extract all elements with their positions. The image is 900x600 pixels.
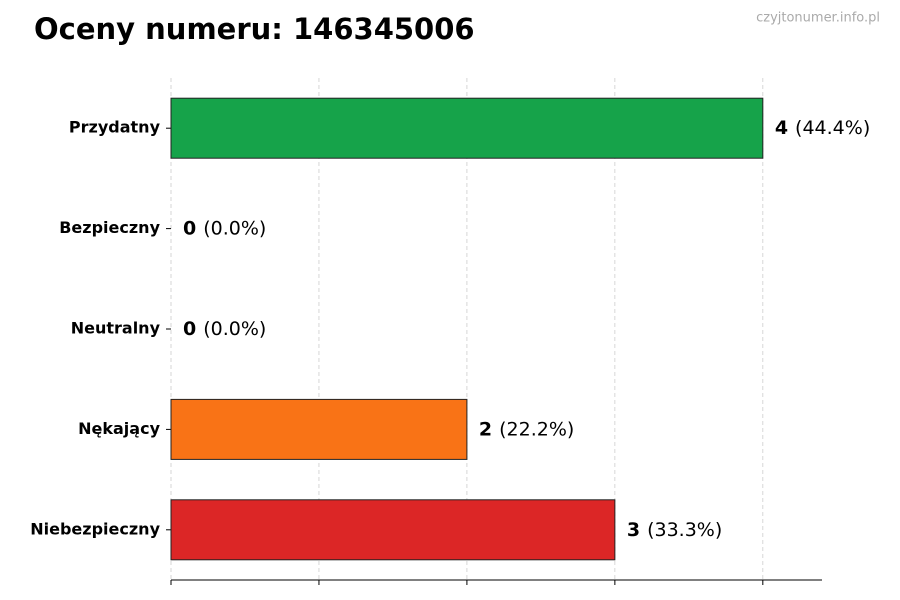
- chart-title: Oceny numeru: 146345006: [34, 12, 475, 46]
- bar: [170, 499, 616, 561]
- bar: [170, 97, 764, 159]
- y-tick-label: Przydatny: [69, 118, 161, 137]
- value-label: 0 (0.0%): [183, 217, 266, 239]
- value-label: 4 (44.4%): [775, 117, 870, 139]
- value-percentage: (0.0%): [203, 318, 266, 340]
- value-count: 3: [627, 518, 640, 540]
- bar: [170, 398, 468, 460]
- value-count: 0: [183, 217, 196, 239]
- value-percentage: (0.0%): [203, 217, 266, 239]
- value-count: 2: [479, 418, 492, 440]
- y-tick-label: Bezpieczny: [59, 218, 160, 237]
- value-percentage: (44.4%): [795, 117, 870, 139]
- y-tick-label: Niebezpieczny: [30, 519, 160, 538]
- value-count: 4: [775, 117, 788, 139]
- value-percentage: (22.2%): [499, 418, 574, 440]
- value-count: 0: [183, 318, 196, 340]
- value-label: 2 (22.2%): [479, 418, 574, 440]
- watermark: czyjtonumer.info.pl: [756, 11, 880, 26]
- value-percentage: (33.3%): [647, 518, 722, 540]
- value-label: 0 (0.0%): [183, 318, 266, 340]
- value-label: 3 (33.3%): [627, 518, 722, 540]
- y-tick-label: Nękający: [78, 419, 160, 438]
- y-tick-label: Neutralny: [71, 319, 161, 338]
